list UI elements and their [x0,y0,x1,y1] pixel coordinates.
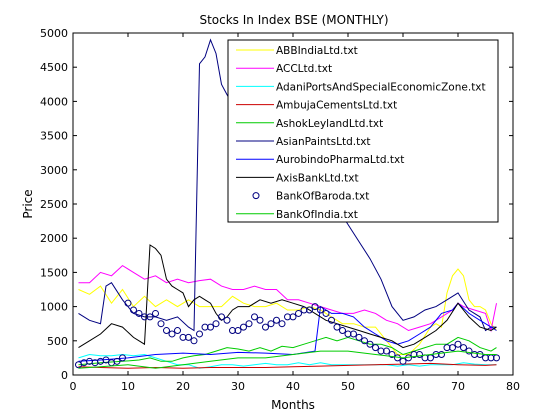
x-tick-label: 30 [231,380,245,393]
legend-label: BankOfBaroda.txt [276,191,369,203]
y-tick-label: 2500 [40,198,68,211]
data-point-marker [174,327,181,335]
series-line [78,362,497,369]
data-point-marker [223,316,231,324]
data-point-marker [295,309,302,317]
legend: ABBIndiaLtd.txt ACCLtd.txt AdaniPortsAndSp… [227,39,499,223]
series-line [78,264,497,333]
data-point-marker [267,320,275,328]
data-point-marker [207,323,214,331]
data-point-marker [185,333,192,341]
y-axis-label: Price [21,189,35,218]
x-tick-label: 10 [121,380,135,393]
x-tick-label: 80 [506,380,520,393]
series-line [78,244,497,349]
legend-label: BankOfIndia.txt [276,209,358,221]
data-point-marker [135,309,143,317]
data-point-marker [163,327,170,335]
series-layer [75,38,500,369]
legend-label: AshokLeylandLtd.txt [276,118,383,130]
data-point-marker [355,333,363,341]
x-tick-label: 0 [70,380,77,393]
y-tick-label: 5000 [40,27,68,40]
data-point-marker [333,323,341,331]
legend-label: ACCLtd.txt [276,63,332,75]
data-point-marker [113,357,121,365]
data-point-marker [262,323,269,331]
data-point-marker [449,344,456,352]
data-point-marker [388,350,396,358]
data-point-marker [190,337,198,345]
data-point-marker [234,327,242,335]
legend-label: AxisBankLtd.txt [276,172,359,184]
data-point-marker [460,344,467,352]
x-tick-label: 70 [451,380,465,393]
x-tick-label: 50 [341,380,355,393]
data-point-marker [383,347,390,355]
data-point-marker [372,344,379,352]
data-point-marker [278,320,286,328]
x-tick-label: 60 [396,380,410,393]
data-point-marker [339,327,346,335]
data-point-marker [157,320,165,328]
x-tick-label: 20 [176,380,190,393]
data-point-marker [130,306,137,314]
y-tick-label: 1500 [40,266,68,279]
legend-box [227,39,499,223]
x-axis-label: Months [271,398,315,412]
data-point-marker [102,356,110,364]
data-point-marker [311,303,319,311]
data-point-marker [289,313,297,321]
y-tick-label: 4500 [40,61,68,74]
data-point-marker [218,313,225,321]
legend-label: AdaniPortsAndSpecialEconomicZone.txt [276,81,486,93]
data-point-marker [196,330,203,338]
data-point-marker [245,320,253,328]
x-tick-label: 40 [286,380,300,393]
data-point-marker [212,320,220,328]
data-point-marker [146,313,154,321]
data-point-marker [350,330,357,338]
legend-label: AmbujaCementsLtd.txt [276,100,397,112]
data-point-marker [416,350,423,358]
data-point-marker [240,323,247,331]
y-tick-label: 2000 [40,232,68,245]
data-point-marker [168,330,176,338]
series-line [78,302,497,362]
x-axis: 0 10 20 30 40 50 60 70 80 [70,33,520,393]
data-point-marker [251,313,258,321]
data-point-marker [124,299,132,307]
y-axis: 0 500 1000 1500 2000 2500 3000 3500 4000 4500 5000 [40,27,513,382]
data-point-marker [119,354,126,362]
legend-label: AurobindoPharmaLtd.txt [276,154,404,166]
data-point-marker [366,340,374,348]
data-point-marker [273,316,280,324]
legend-label: AsianPaintsLtd.txt [276,136,371,148]
y-tick-label: 0 [61,369,68,382]
data-point-marker [438,350,445,358]
data-point-marker [465,347,473,355]
data-point-marker [361,337,368,345]
y-tick-label: 3000 [40,164,68,177]
y-tick-label: 4000 [40,95,68,108]
data-point-marker [317,306,324,314]
y-tick-label: 500 [47,335,68,348]
data-point-marker [152,309,159,317]
chart-title: Stocks In Index BSE (MONTHLY) [199,13,388,27]
y-tick-label: 3500 [40,130,68,143]
y-tick-label: 1000 [40,301,68,314]
series-line [78,336,497,366]
data-point-marker [256,316,264,324]
data-point-marker [328,316,335,324]
data-point-marker [322,309,330,317]
legend-marker [252,192,260,200]
legend-label: ABBIndiaLtd.txt [276,45,358,57]
series-line [78,350,497,369]
data-point-marker [454,340,462,348]
data-point-marker [306,306,313,314]
